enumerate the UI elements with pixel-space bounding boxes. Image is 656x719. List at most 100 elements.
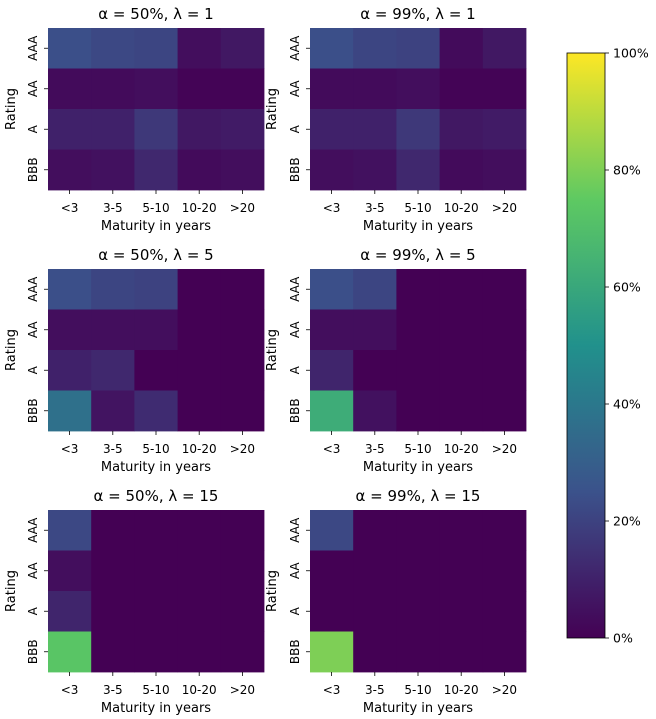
x-tick-label: 5-10 (142, 201, 169, 215)
colorbar-tick-label: 40% (613, 397, 641, 412)
x-tick-label: <3 (61, 201, 79, 215)
x-tick-label: 5-10 (404, 683, 431, 697)
heatmap-cell (177, 28, 222, 69)
x-tick-label: >20 (230, 201, 255, 215)
x-tick-label: 5-10 (404, 442, 431, 456)
colorbar: 0% 20% 40% 60% 80% 100% (566, 46, 649, 646)
heatmap-cell (177, 550, 222, 592)
panel-title-separator: , (164, 5, 174, 23)
heatmap-cell (310, 591, 354, 632)
heatmap-cell (134, 149, 178, 191)
heatmap-cell (482, 109, 527, 150)
colorbar-tick-label: 80% (613, 163, 641, 178)
x-tick-label: 10-20 (182, 442, 217, 456)
heatmap-cell (220, 269, 265, 310)
y-tick-label: AA (26, 321, 40, 339)
heatmap-cell (353, 68, 397, 110)
heatmap-cell (91, 149, 135, 191)
y-tick-label: BBB (288, 157, 302, 182)
x-tick-label: 5-10 (142, 683, 169, 697)
heatmap-cell (396, 149, 440, 191)
y-tick-label: AA (26, 80, 40, 98)
x-tick-label: >20 (230, 683, 255, 697)
colorbar-tick-label: 20% (613, 514, 641, 529)
heatmap-cell (134, 109, 178, 150)
y-tick-label: AAA (26, 276, 40, 302)
y-tick-label: A (26, 365, 40, 374)
y-axis-label: Rating (4, 329, 19, 371)
heatmap-cell (177, 149, 222, 191)
heatmap-cell (134, 269, 178, 310)
heatmap-cell (482, 28, 527, 69)
colorbar-tick-label: 0% (613, 631, 633, 646)
panel-title-alpha: α = 99% (360, 5, 425, 23)
x-tick-label: 3-5 (365, 442, 385, 456)
y-tick-label: BBB (26, 639, 40, 664)
heatmap-cell (439, 631, 484, 673)
x-axis-label: Maturity in years (363, 219, 473, 234)
heatmap-cell (48, 28, 92, 69)
x-tick-label: 3-5 (103, 442, 123, 456)
heatmap-cell (220, 631, 265, 673)
heatmap-cell (482, 550, 527, 592)
heatmap-cell (439, 109, 484, 150)
heatmap-cell (439, 550, 484, 592)
heatmap-cell (91, 390, 135, 432)
x-tick-label: 10-20 (182, 201, 217, 215)
heatmap-cell (482, 390, 527, 432)
y-tick-label: A (26, 606, 40, 615)
panel-title-alpha: α = 99% (360, 246, 425, 264)
heatmap-cell (396, 309, 440, 351)
heatmap-cell (396, 109, 440, 150)
y-tick-label: BBB (26, 398, 40, 423)
heatmap-cell (48, 309, 92, 351)
panel-title-alpha: α = 99% (356, 487, 421, 505)
x-tick-label: <3 (61, 683, 79, 697)
heatmap-cell (439, 390, 484, 432)
panel-title-lambda: λ = 5 (435, 246, 476, 264)
heatmap-cell (177, 390, 222, 432)
heatmap-cell (220, 149, 265, 191)
heatmap-panels: α = 50%, λ = 1 <3 3-5 5-10 10-20 >20 Maturity … (4, 5, 527, 716)
heatmap-cell (310, 109, 354, 150)
panel-a50-l5: α = 50%, λ = 5 <3 3-5 5-10 10-20 >20 Maturity … (4, 246, 265, 475)
panel-title-alpha: α = 50% (94, 487, 159, 505)
panel-title: α = 99%, λ = 15 (356, 487, 481, 505)
y-tick-label: AAA (288, 276, 302, 302)
y-tick-label: A (288, 365, 302, 374)
panel-title: α = 50%, λ = 15 (94, 487, 219, 505)
heatmap-cell (396, 269, 440, 310)
x-tick-label: >20 (492, 201, 517, 215)
y-axis-label: Rating (265, 329, 280, 371)
heatmap-cell (482, 149, 527, 191)
heatmap-cell (353, 269, 397, 310)
y-tick-label: AA (288, 321, 302, 339)
heatmap-cell (353, 350, 397, 391)
heatmap-cell (353, 550, 397, 592)
heatmap-cell (48, 149, 92, 191)
x-tick-label: >20 (492, 683, 517, 697)
panel-title-lambda: λ = 5 (173, 246, 214, 264)
heatmap-cell (48, 510, 92, 551)
heatmap-cell (177, 309, 222, 351)
heatmap-cell (91, 269, 135, 310)
heatmap-cell (134, 68, 178, 110)
heatmap-cell (482, 68, 527, 110)
heatmap-cell (439, 309, 484, 351)
heatmap-cell (396, 68, 440, 110)
colorbar-tick-label: 60% (613, 280, 641, 295)
x-tick-label: 5-10 (404, 201, 431, 215)
heatmap-cell (310, 309, 354, 351)
heatmap-cell (482, 350, 527, 391)
y-tick-label: AAA (26, 35, 40, 61)
panel-title-separator: , (164, 246, 174, 264)
y-axis-label: Rating (4, 88, 19, 130)
heatmap-cell (91, 631, 135, 673)
x-tick-label: <3 (323, 442, 341, 456)
heatmap-cell (48, 631, 92, 673)
x-tick-label: 3-5 (365, 201, 385, 215)
panel-a99-l15: α = 99%, λ = 15 <3 3-5 5-10 10-20 >20 Maturity… (265, 487, 527, 716)
heatmap-cell (91, 309, 135, 351)
heatmap-cell (177, 350, 222, 391)
